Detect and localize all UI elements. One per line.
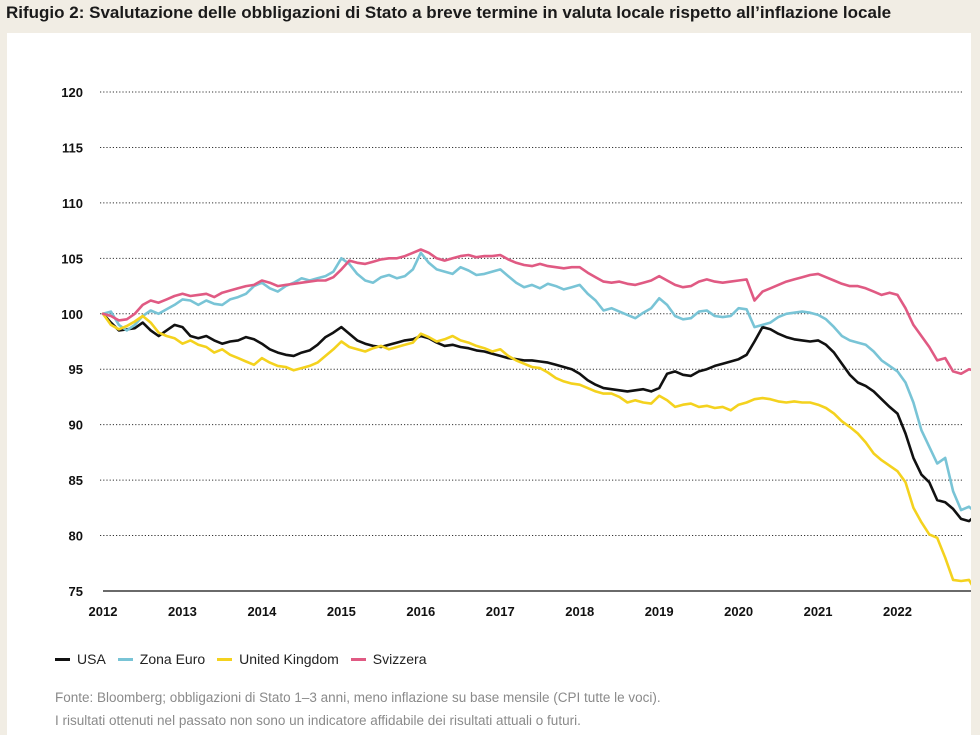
legend-label: Svizzera <box>372 651 427 667</box>
legend-item-united-kingdom: United Kingdom <box>217 651 339 667</box>
x-tick-label: 2016 <box>406 604 435 619</box>
legend-label: Zona Euro <box>139 651 206 667</box>
y-tick-label: 75 <box>69 584 83 599</box>
y-tick-label: 100 <box>61 307 83 322</box>
legend-item-zona-euro: Zona Euro <box>117 651 206 667</box>
series-lines <box>101 248 971 586</box>
legend-item-svizzera: Svizzera <box>350 651 427 667</box>
chart-title: Rifugio 2: Svalutazione delle obbligazio… <box>6 3 892 22</box>
x-tick-label: 2014 <box>247 604 277 619</box>
y-tick-label: 95 <box>69 362 83 377</box>
series-line-usa <box>101 312 971 523</box>
y-tick-label: 115 <box>62 140 83 155</box>
x-tick-label: 2015 <box>327 604 356 619</box>
series-line-united-kingdom <box>101 312 971 586</box>
x-tick-label: 2013 <box>168 604 197 619</box>
x-tick-label: 2017 <box>486 604 515 619</box>
x-axis: 2012 2013 2014 2015 2016 2017 2018 2019 2020 2021… <box>89 590 971 619</box>
legend-swatch <box>217 657 233 661</box>
legend-swatch <box>55 657 70 661</box>
legend: USA Zona Euro United Kingdom Svizzera <box>55 651 438 667</box>
gridlines <box>100 91 963 537</box>
legend-label: United Kingdom <box>239 651 339 667</box>
series-line-zona-euro <box>101 251 971 512</box>
series-line-svizzera <box>101 248 971 376</box>
legend-swatch <box>350 657 366 661</box>
y-tick-label: 105 <box>61 251 83 266</box>
y-axis-ticks: 75 80 85 90 95 100 105 110 115 120 <box>61 85 83 599</box>
y-tick-label: 85 <box>69 473 83 488</box>
footnote-disclaimer: I risultati ottenuti nel passato non son… <box>55 713 581 728</box>
x-tick-label: 2019 <box>645 604 674 619</box>
footnote-source: Fonte: Bloomberg; obbligazioni di Stato … <box>55 690 661 705</box>
legend-item-usa: USA <box>55 651 106 667</box>
y-tick-label: 80 <box>69 529 83 544</box>
y-tick-label: 110 <box>62 196 83 211</box>
x-tick-label: 2012 <box>89 604 118 619</box>
y-tick-label: 90 <box>69 418 83 433</box>
legend-swatch <box>117 657 133 661</box>
x-tick-label: 2020 <box>724 604 753 619</box>
x-tick-label: 2021 <box>804 604 833 619</box>
y-tick-label: 120 <box>61 85 83 100</box>
x-tick-label: 2022 <box>883 604 912 619</box>
x-tick-label: 2018 <box>565 604 594 619</box>
chart-panel: 75 80 85 90 95 100 105 110 115 120 2012 2013 2014 20… <box>7 33 971 735</box>
legend-label: USA <box>77 651 106 667</box>
